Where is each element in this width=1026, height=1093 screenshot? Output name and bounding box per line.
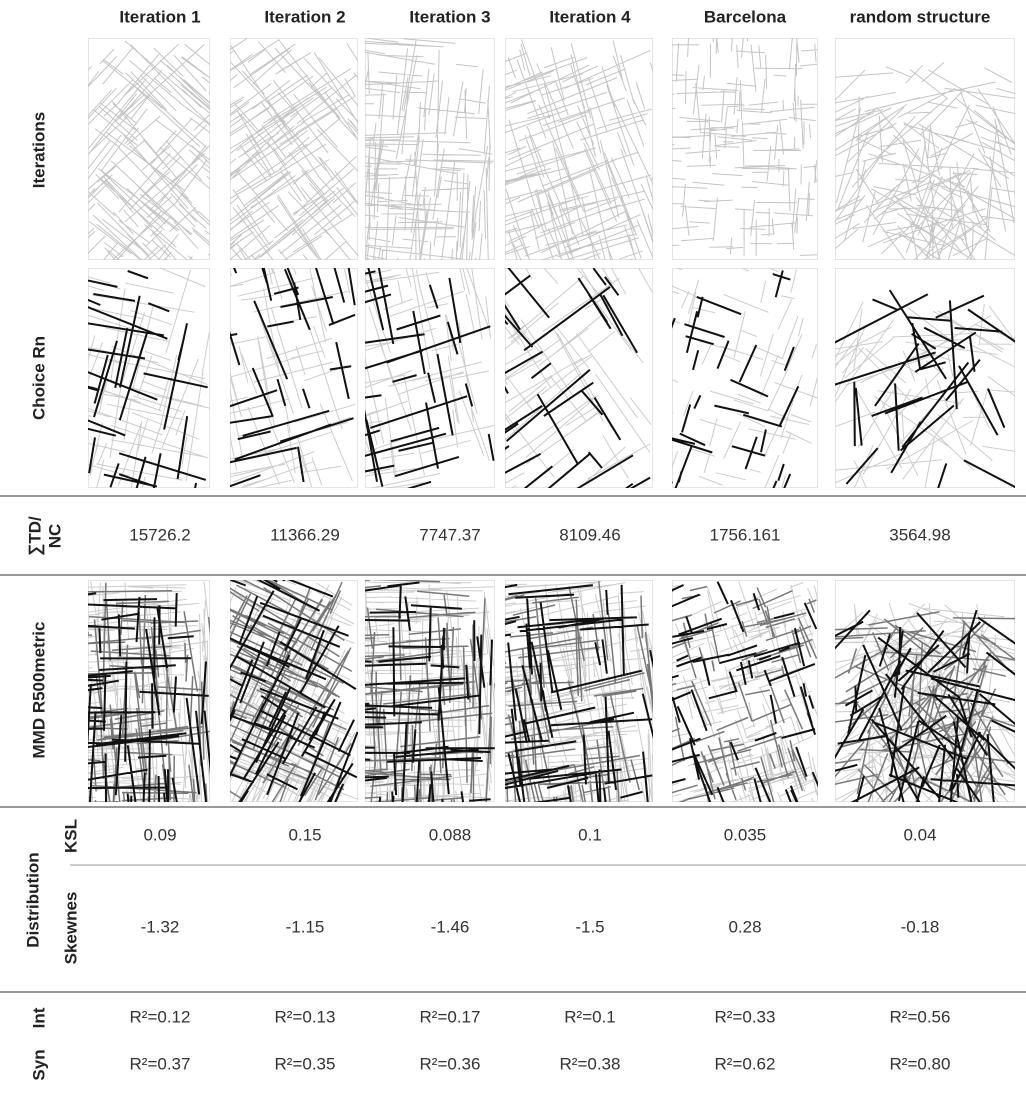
column-header: Iteration 2: [264, 7, 345, 26]
cell-value: R²=0.80: [890, 1054, 951, 1073]
cell-value: -1.5: [575, 917, 604, 936]
cell-value: 0.088: [429, 825, 472, 844]
network-lines: [412, 199, 652, 536]
cell-value: 0.09: [143, 825, 176, 844]
row-label: Skewnes: [61, 892, 80, 965]
cell-value: -1.32: [141, 917, 180, 936]
cell-value: R²=0.13: [275, 1007, 336, 1026]
row-label: ∑TD/: [25, 516, 44, 556]
cell-value: R²=0.1: [564, 1007, 616, 1026]
network-image: [418, 39, 688, 314]
network-image: [269, 38, 495, 353]
cell-value: R²=0.36: [420, 1054, 481, 1073]
column-header: Iteration 4: [549, 7, 631, 26]
row-label: Syn: [29, 1049, 48, 1080]
cell-value: 0.15: [288, 825, 321, 844]
network-image: [633, 253, 818, 521]
cell-value: 11366.29: [270, 525, 340, 544]
cell-value: R²=0.12: [130, 1007, 191, 1026]
network-image: [412, 199, 652, 536]
cell-value: 0.1: [578, 825, 602, 844]
network-image: [774, 39, 1026, 321]
row-label: KSL: [61, 819, 80, 853]
cell-value: 0.04: [903, 825, 936, 844]
network-lines: [774, 63, 1026, 321]
column-header: Iteration 1: [119, 7, 200, 26]
cell-value: 0.035: [724, 825, 767, 844]
row-label: Int: [29, 1007, 48, 1028]
row-label: NC: [45, 524, 64, 549]
row-label: Choice Rn: [29, 336, 48, 420]
cell-value: R²=0.38: [560, 1054, 621, 1073]
cell-value: -1.46: [431, 917, 470, 936]
network-image: [788, 269, 1026, 541]
cell-value: 7747.37: [419, 525, 480, 544]
row-label: Distribution: [23, 852, 42, 947]
network-lines: [633, 253, 818, 521]
network-lines: [269, 38, 495, 353]
network-image: [632, 0, 818, 260]
cell-value: R²=0.62: [715, 1054, 776, 1073]
cell-value: R²=0.35: [275, 1054, 336, 1073]
cell-value: -0.18: [901, 917, 940, 936]
cell-value: R²=0.33: [715, 1007, 776, 1026]
column-header: Barcelona: [704, 7, 787, 26]
figure-table: Iterations Choice Rn ∑TD/ NC MMD R500met…: [0, 0, 1026, 1088]
cell-value: 15726.2: [129, 525, 190, 544]
column-header: random structure: [850, 7, 991, 26]
cell-value: R²=0.17: [420, 1007, 481, 1026]
cell-value: 1756.161: [710, 525, 781, 544]
cell-value: -1.15: [286, 917, 325, 936]
network-image: [632, 581, 826, 841]
row-label: MMD R500metric: [29, 622, 48, 759]
row-label: Iterations: [29, 112, 48, 189]
cell-value: 3564.98: [889, 525, 950, 544]
column-header: Iteration 3: [409, 7, 490, 26]
cell-value: R²=0.37: [130, 1054, 191, 1073]
image-border: [836, 269, 1015, 488]
network-lines: [643, 271, 798, 513]
cell-value: 0.28: [728, 917, 761, 936]
network-lines: [418, 40, 688, 314]
cell-value: 8109.46: [559, 525, 620, 544]
cell-value: R²=0.56: [890, 1007, 951, 1026]
